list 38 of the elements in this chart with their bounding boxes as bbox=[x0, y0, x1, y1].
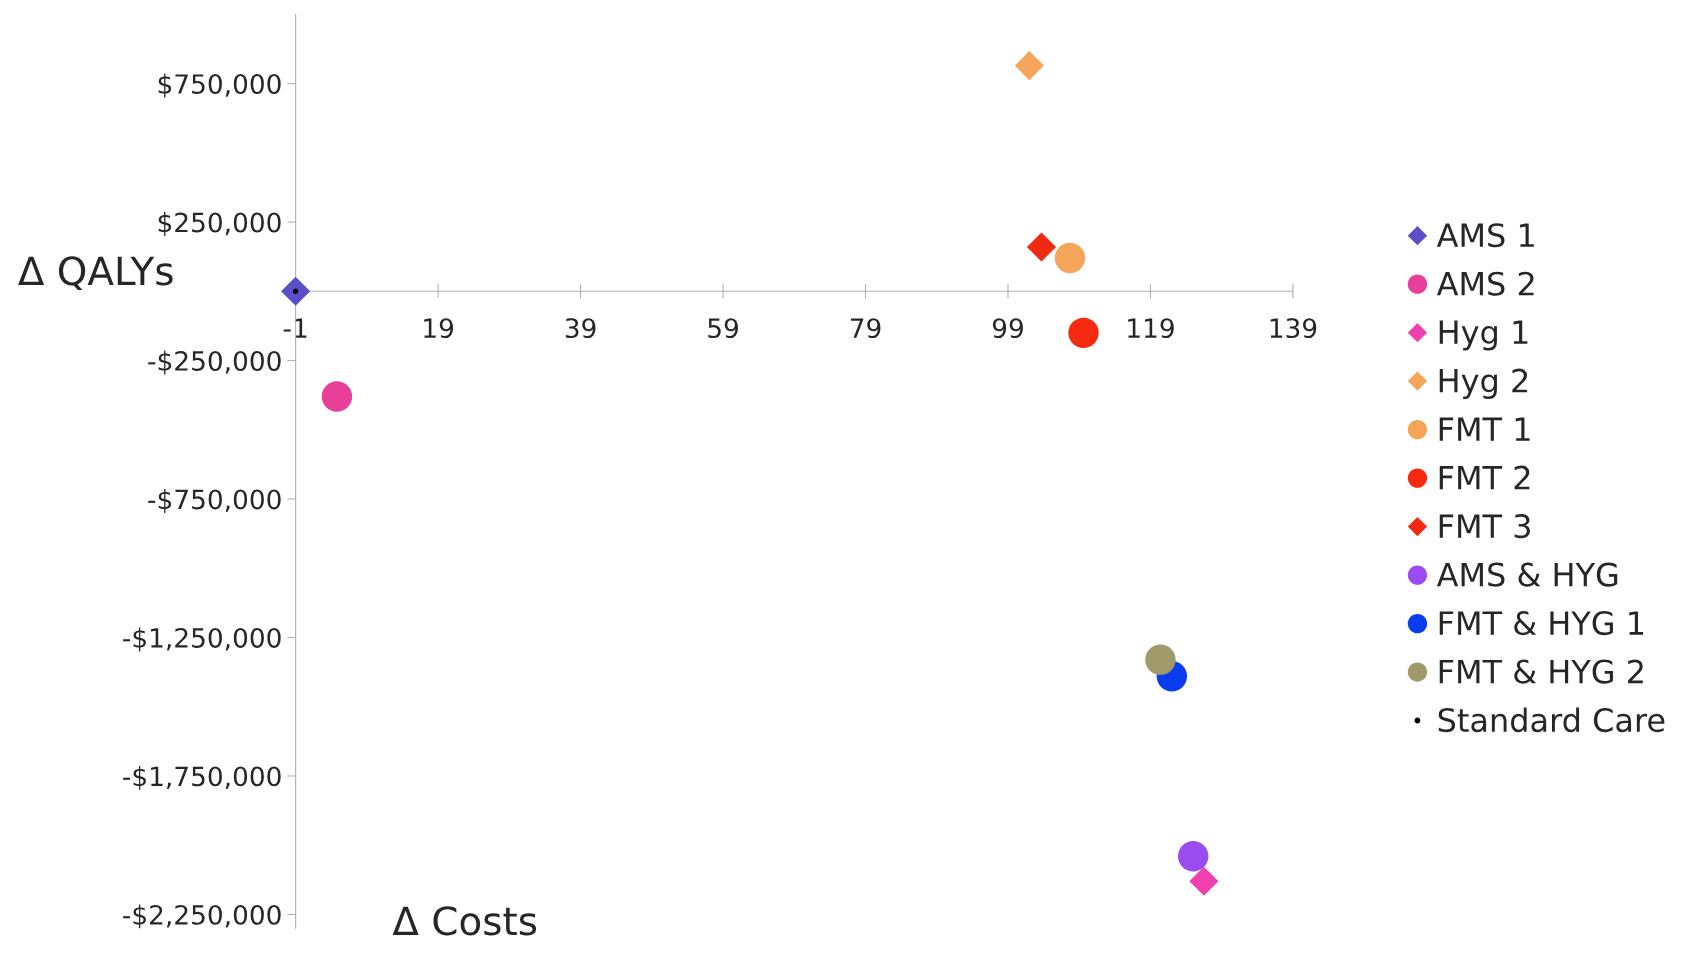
legend-label: FMT 3 bbox=[1439, 514, 1530, 539]
legend-label: Hyg 1 bbox=[1439, 320, 1528, 351]
x-tick-label: 99 bbox=[992, 318, 1023, 339]
point bbox=[1145, 644, 1176, 675]
legend-label: Hyg 2 bbox=[1439, 368, 1528, 399]
y-tick-label: -$2,250,000 bbox=[123, 904, 281, 929]
x-tick-label: 139 bbox=[1270, 318, 1317, 339]
y-tick-label: -$250,000 bbox=[148, 350, 281, 375]
legend-label: AMS 2 bbox=[1436, 271, 1534, 296]
legend-label: FMT 2 bbox=[1439, 465, 1530, 490]
legend-label: FMT & HYG 1 bbox=[1439, 611, 1644, 636]
point bbox=[321, 381, 353, 412]
x-axis-title: Δ Costs bbox=[392, 906, 537, 936]
point bbox=[1026, 232, 1057, 262]
point bbox=[292, 288, 299, 294]
y-tick-label: $750,000 bbox=[158, 73, 281, 98]
point bbox=[1068, 317, 1099, 349]
legend-label: FMT 1 bbox=[1439, 417, 1530, 441]
y-tick-label: -$750,000 bbox=[148, 488, 281, 513]
x-tick-label: 79 bbox=[850, 318, 881, 339]
legend-label: AMS & HYG bbox=[1436, 562, 1618, 587]
point bbox=[1054, 242, 1086, 274]
y-tick-label: -$1,750,000 bbox=[123, 765, 281, 790]
point bbox=[281, 276, 311, 306]
x-tick-label: 19 bbox=[424, 318, 454, 339]
y-axis-title: Δ QALYs bbox=[18, 256, 173, 291]
point bbox=[1177, 841, 1209, 872]
point bbox=[1014, 51, 1044, 81]
point bbox=[1189, 866, 1219, 896]
legend-label: AMS 1 bbox=[1436, 223, 1534, 248]
y-tick-label: $250,000 bbox=[158, 212, 281, 236]
x-tick-label: 59 bbox=[708, 318, 738, 339]
legend-label: Standard Care bbox=[1438, 707, 1665, 733]
x-tick-label: -1 bbox=[283, 318, 307, 338]
x-tick-label: 39 bbox=[565, 318, 596, 339]
y-tick-label: -$1,250,000 bbox=[123, 627, 281, 652]
legend-label: FMT & HYG 2 bbox=[1439, 659, 1643, 684]
x-tick-label: 119 bbox=[1128, 318, 1174, 339]
